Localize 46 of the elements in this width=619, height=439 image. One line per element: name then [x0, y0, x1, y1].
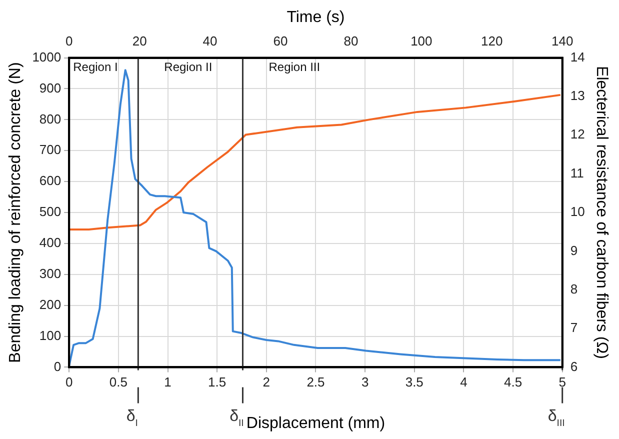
x-tick-label: 1.5	[208, 374, 226, 390]
x2-tick-label: 80	[344, 34, 358, 49]
x2-tick-label: 120	[481, 34, 503, 49]
x2-tick-label: 100	[410, 34, 432, 49]
y-tick-label: 600	[39, 173, 62, 188]
x2-tick-label: 20	[132, 34, 147, 49]
y-tick-label: 0	[54, 358, 62, 374]
y2-tick-label: 8	[570, 281, 578, 296]
y-axis-title: Bending loading of reinforced concrete (N)	[7, 62, 24, 363]
x-tick-label: 3	[361, 374, 369, 390]
y2-axis-title: Electerical resistance of carbon fibers (Ω)	[592, 66, 610, 359]
x2-tick-label: 140	[551, 34, 574, 49]
y-tick-label: 500	[39, 204, 62, 220]
y2-tick-label: 11	[570, 165, 584, 180]
y-tick-label: 1000	[32, 49, 62, 64]
annotation: Region I	[73, 60, 118, 74]
y-tick-label: 700	[39, 142, 62, 158]
x-tick-label: 3.5	[405, 374, 424, 390]
y-tick-label: 400	[39, 235, 62, 250]
annotation: Region III	[268, 60, 320, 74]
x-tick-label: 5	[558, 374, 566, 390]
x-tick-label: 0.5	[109, 374, 128, 390]
y2-tick-label: 14	[570, 49, 585, 64]
x2-tick-label: 60	[273, 34, 288, 49]
y2-tick-label: 13	[570, 88, 585, 104]
y-tick-label: 900	[39, 80, 62, 96]
x2-axis-title: Time (s)	[286, 9, 345, 26]
x-tick-label: 4	[460, 374, 468, 390]
y2-tick-label: 10	[570, 204, 585, 220]
annotation: Region II	[164, 60, 212, 74]
x-axis-title: Displacement (mm)	[246, 414, 386, 432]
x-tick-label: 2.5	[306, 374, 325, 390]
x-tick-label: 4.5	[504, 374, 522, 390]
y-tick-label: 300	[39, 266, 62, 281]
x-tick-label: 0	[66, 374, 73, 390]
x-tick-label: 2	[262, 374, 270, 390]
x2-tick-label: 0	[66, 34, 73, 49]
y-tick-label: 100	[39, 328, 62, 343]
y2-tick-label: 9	[570, 242, 578, 258]
x-tick-label: 1	[164, 374, 172, 390]
y-tick-label: 800	[39, 111, 62, 126]
y2-tick-label: 7	[570, 320, 578, 336]
x2-tick-label: 40	[202, 34, 218, 49]
y-tick-label: 200	[39, 296, 62, 312]
y2-tick-label: 6	[570, 358, 578, 374]
y2-tick-label: 12	[570, 126, 585, 142]
